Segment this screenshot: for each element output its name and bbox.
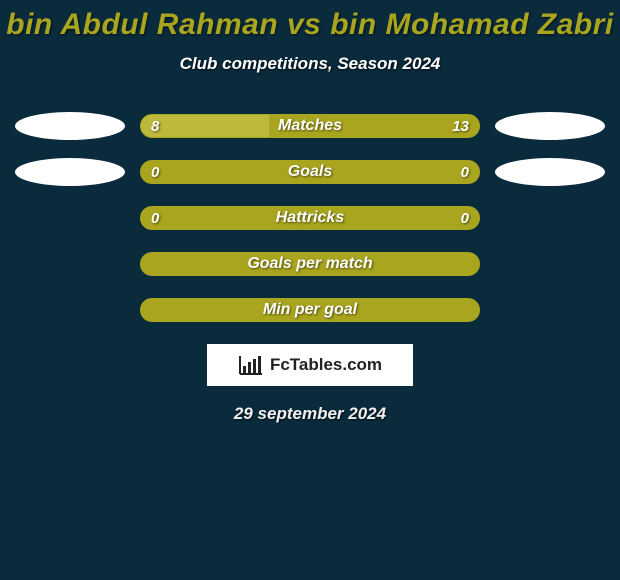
stat-label: Hattricks [141, 207, 479, 229]
player2-name: bin Mohamad Zabri [330, 8, 614, 41]
comparison-card: bin Abdul Rahman vs bin Mohamad Zabri Cl… [0, 0, 620, 580]
stat-bar: Goals per match [140, 252, 480, 276]
left-slot [0, 112, 140, 140]
subtitle: Club competitions, Season 2024 [0, 54, 620, 74]
stat-row: Goals per match [0, 252, 620, 276]
stat-label: Goals [141, 161, 479, 183]
stat-value-right: 13 [452, 115, 469, 137]
right-slot [480, 158, 620, 186]
page-title: bin Abdul Rahman vs bin Mohamad Zabri [0, 8, 620, 42]
stat-label: Goals per match [141, 253, 479, 275]
date-label: 29 september 2024 [0, 404, 620, 424]
stat-rows: Matches813Goals00Hattricks00Goals per ma… [0, 114, 620, 322]
stat-value-left: 0 [151, 161, 159, 183]
stat-row: Hattricks0 0 [0, 206, 620, 230]
player1-name: bin Abdul Rahman [6, 8, 278, 41]
vs-separator: vs [278, 8, 330, 41]
stat-label: Min per goal [141, 299, 479, 321]
stat-row: Goals0 0 [0, 160, 620, 184]
stat-bar: Matches8 13 [140, 114, 480, 138]
stat-row: Min per goal [0, 298, 620, 322]
stat-value-left: 8 [151, 115, 159, 137]
player1-badge [15, 112, 125, 140]
stat-row: Matches8 13 [0, 114, 620, 138]
player2-badge [495, 112, 605, 140]
stat-value-right: 0 [461, 161, 469, 183]
stat-value-right: 0 [461, 207, 469, 229]
stat-value-left: 0 [151, 207, 159, 229]
left-slot [0, 158, 140, 186]
branding-badge: FcTables.com [207, 344, 413, 386]
branding-text: FcTables.com [270, 355, 382, 375]
stat-label: Matches [141, 115, 479, 137]
stat-bar: Hattricks0 0 [140, 206, 480, 230]
player2-badge [495, 158, 605, 186]
stat-bar: Min per goal [140, 298, 480, 322]
player1-badge [15, 158, 125, 186]
bar-chart-icon [238, 354, 264, 376]
stat-bar: Goals0 0 [140, 160, 480, 184]
right-slot [480, 112, 620, 140]
